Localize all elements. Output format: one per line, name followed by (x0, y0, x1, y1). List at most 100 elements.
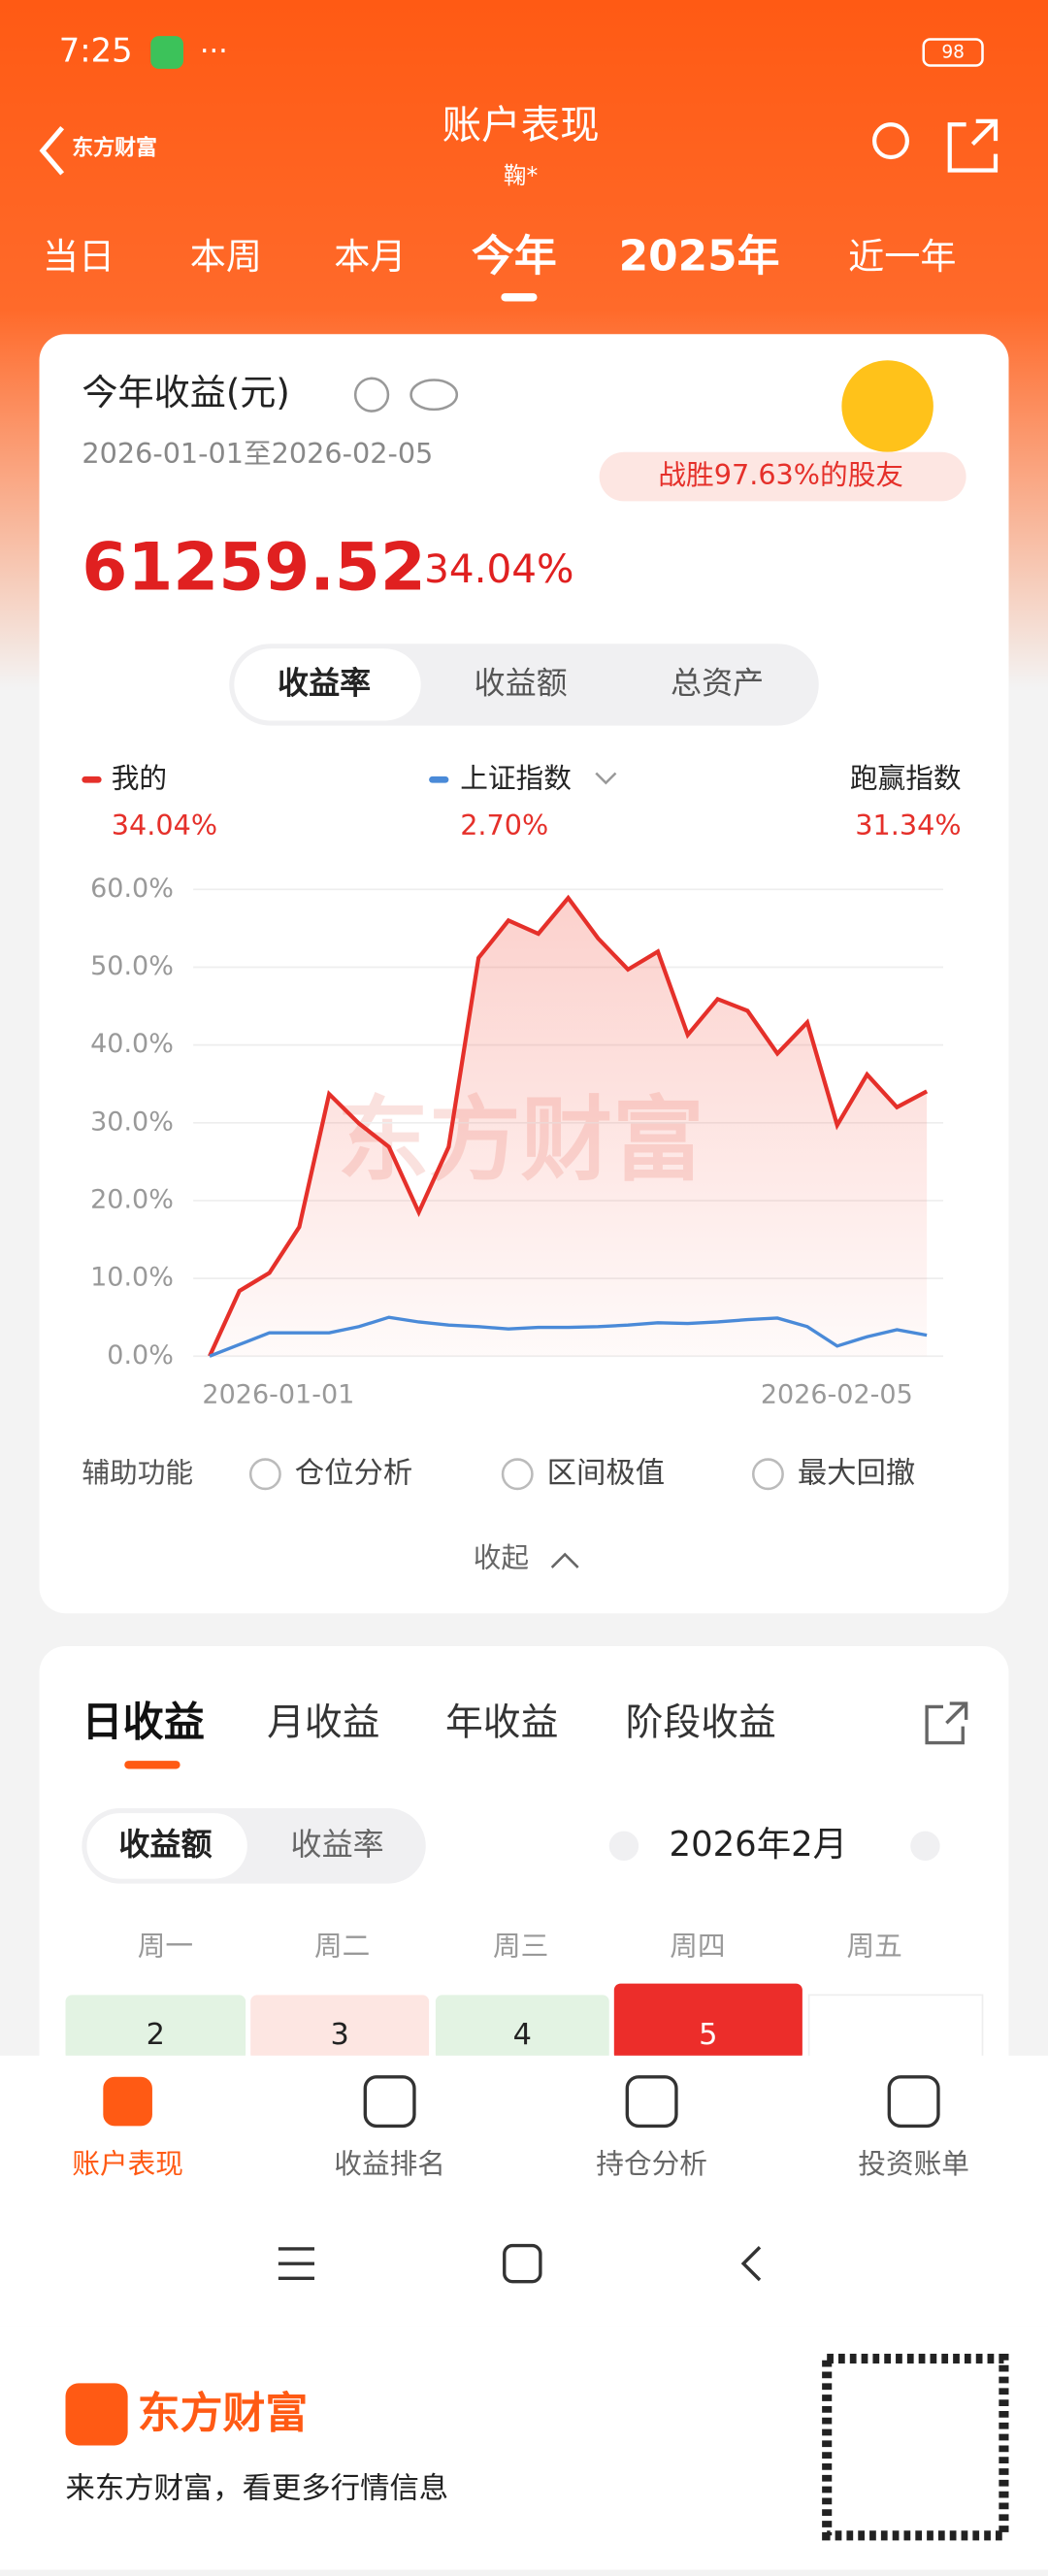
home-key[interactable] (503, 2243, 542, 2284)
collapse-icon[interactable] (550, 1552, 579, 1569)
legend-swatch (82, 776, 102, 783)
radio[interactable] (501, 1458, 534, 1491)
more: ··· (200, 35, 228, 69)
day-cell[interactable] (435, 1995, 609, 2061)
period-tab[interactable]: 本月 (334, 236, 406, 278)
nav-icon[interactable] (625, 2075, 678, 2129)
legend-name: 跑赢指数 (850, 761, 962, 794)
x-tick-label: 2026-01-01 (202, 1379, 354, 1409)
emoji (841, 360, 933, 452)
menu-key[interactable] (278, 2247, 314, 2280)
chart-tab[interactable]: 收益额 (475, 664, 568, 701)
period-tab[interactable]: 近一年 (848, 236, 956, 278)
day-cell[interactable] (65, 1995, 246, 2061)
day-cell (807, 1994, 984, 2062)
date-range: 2026-01-01至2026-02-05 (82, 437, 433, 470)
subtitle: 鞠* (504, 162, 539, 189)
tab-indicator (124, 1761, 180, 1769)
tool-option[interactable]: 最大回撤 (798, 1456, 915, 1490)
battery (922, 38, 984, 67)
nav-icon[interactable] (887, 2075, 940, 2129)
weekday: 周四 (670, 1929, 725, 1962)
tool-option[interactable]: 区间极值 (547, 1456, 665, 1490)
legend-swatch (429, 776, 449, 783)
period-tab[interactable]: 当日 (43, 236, 115, 278)
back-key[interactable] (740, 2246, 762, 2282)
tool-option[interactable]: 仓位分析 (295, 1456, 412, 1490)
legend-value: 34.04% (112, 809, 217, 842)
returns-tab[interactable]: 日收益 (82, 1698, 205, 1745)
collapse[interactable]: 收起 (474, 1541, 529, 1574)
call-icon (150, 36, 183, 69)
badge-text: 战胜97.63%的股友 (658, 458, 903, 491)
y-tick-label: 20.0% (90, 1184, 174, 1214)
summary-title: 今年收益(元) (82, 372, 290, 413)
info-icon[interactable] (353, 377, 390, 413)
chart-tab[interactable]: 总资产 (671, 664, 764, 701)
ad-slogan: 来东方财富，看更多行情信息 (66, 2472, 449, 2506)
month[interactable]: 2026年2月 (670, 1825, 848, 1865)
ad-logo (65, 2383, 128, 2446)
series-line (208, 894, 929, 1358)
y-tick-label: 60.0% (90, 874, 174, 904)
day-number: 3 (330, 2018, 348, 2052)
returns-tab[interactable]: 月收益 (267, 1701, 379, 1744)
legend-value: 2.70% (460, 809, 548, 842)
back[interactable] (39, 125, 65, 176)
returns-tab[interactable]: 阶段收益 (626, 1701, 776, 1744)
period-tab[interactable]: 本周 (190, 236, 262, 278)
rate: 34.04% (424, 545, 573, 592)
share-icon[interactable] (925, 1701, 968, 1745)
prev-month[interactable] (608, 1831, 639, 1861)
tab-indicator (501, 293, 538, 302)
user-icon[interactable] (872, 122, 909, 160)
day-cell[interactable] (250, 1995, 430, 2061)
x-tick-label: 2026-02-05 (761, 1379, 913, 1409)
eye-icon[interactable] (409, 379, 459, 412)
period-tab[interactable]: 今年 (472, 232, 557, 281)
nav-label[interactable]: 账户表现 (72, 2147, 183, 2180)
ad-brand: 东方财富 (138, 2389, 308, 2438)
day-number: 5 (699, 2018, 717, 2052)
tools-label: 辅助功能 (82, 1456, 193, 1489)
dropdown[interactable] (595, 772, 617, 785)
radio[interactable] (248, 1458, 281, 1491)
series-line (209, 1315, 928, 1358)
weekday: 周五 (846, 1929, 901, 1962)
weekday: 周一 (138, 1929, 193, 1962)
day-number: 4 (513, 2018, 532, 2052)
radio[interactable] (751, 1458, 784, 1491)
next-month[interactable] (910, 1831, 940, 1861)
nav-icon[interactable] (363, 2075, 416, 2129)
amount: 61259.52 (82, 528, 425, 605)
logo: 东方财富 (72, 136, 157, 161)
weekday: 周二 (314, 1929, 370, 1962)
y-tick-label: 10.0% (90, 1263, 174, 1293)
nav-icon[interactable] (103, 2076, 152, 2127)
battery-level: 98 (941, 43, 965, 63)
day-cell[interactable] (613, 1983, 802, 2061)
weekday: 周三 (493, 1929, 548, 1962)
qr-code[interactable] (822, 2353, 1009, 2541)
chart-tab[interactable]: 收益率 (278, 664, 371, 701)
share-icon[interactable] (947, 118, 999, 173)
time: 7:25 (59, 32, 133, 70)
returns-tab[interactable]: 年收益 (445, 1701, 558, 1744)
legend-name: 我的 (112, 761, 167, 794)
nav-label[interactable]: 持仓分析 (596, 2147, 707, 2180)
toggle-option[interactable]: 收益额 (118, 1826, 212, 1863)
y-tick-label: 50.0% (90, 951, 174, 981)
y-tick-label: 40.0% (90, 1029, 174, 1059)
nav-label[interactable]: 投资账单 (858, 2147, 969, 2180)
toggle-option[interactable]: 收益率 (291, 1826, 384, 1863)
legend-name: 上证指数 (460, 761, 572, 794)
legend-value: 31.34% (855, 809, 961, 842)
segment-selected (234, 648, 421, 721)
y-tick-label: 30.0% (90, 1106, 174, 1137)
day-number: 2 (147, 2018, 165, 2052)
period-tab[interactable]: 2025年 (619, 232, 780, 281)
nav-label[interactable]: 收益排名 (334, 2147, 445, 2180)
toggle-selected (86, 1813, 247, 1879)
